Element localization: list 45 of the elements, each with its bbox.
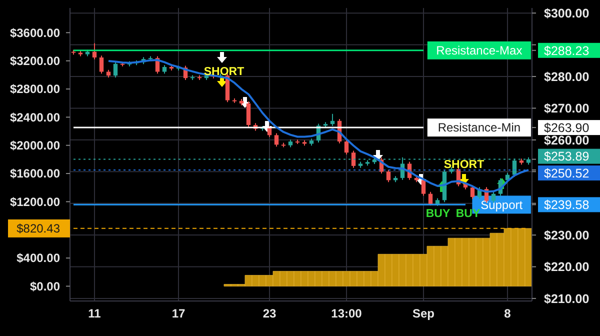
x-tick-label: 23: [262, 306, 276, 321]
x-tick-label: 13:00: [331, 306, 362, 321]
y2-tick-label: $820.43: [16, 222, 60, 236]
candlestick: [470, 185, 475, 200]
y2-tick-label: $1600.00: [10, 166, 60, 181]
y-tick-label: $288.23: [544, 44, 590, 58]
y2-tick-label: $400.00: [16, 251, 60, 266]
candlestick: [274, 132, 279, 148]
y2-tick-label: $2400.00: [10, 110, 60, 124]
y-tick-label: $210.00: [544, 292, 590, 306]
annotation: BUY: [456, 208, 480, 220]
y-tick-label: $270.00: [544, 102, 590, 116]
candlestick: [99, 55, 104, 74]
y2-tick-label: $2000.00: [10, 138, 60, 153]
candlestick: [386, 169, 391, 183]
candlestick: [246, 101, 251, 128]
candlestick: [344, 139, 349, 155]
x-tick-label: 8: [504, 306, 512, 321]
candlestick: [330, 113, 335, 126]
y2-tick-label: $3200.00: [10, 54, 60, 68]
y-tick-label: $280.00: [544, 70, 590, 84]
ref-line-label: Resistance-Min: [438, 120, 521, 135]
y-tick-label: $263.90: [544, 120, 590, 135]
y2-tick-label: $2800.00: [10, 82, 60, 96]
candlestick: [92, 42, 97, 60]
candlestick: [113, 61, 118, 78]
y-tick-label: $260.00: [544, 133, 590, 148]
y2-tick-label: $3600.00: [10, 26, 60, 40]
y-tick-label: $239.58: [544, 198, 590, 212]
candlestick: [351, 150, 356, 168]
y-tick-label: $220.00: [544, 260, 590, 274]
y-tick-label: $253.89: [544, 150, 590, 164]
annotation: SHORT: [204, 66, 244, 78]
y-tick-label: $250.52: [544, 166, 590, 180]
x-tick-label: 11: [88, 306, 102, 321]
x-tick-label: 17: [172, 306, 186, 321]
annotation: SHORT: [444, 159, 484, 172]
y2-tick-label: $1200.00: [10, 194, 60, 209]
y-tick-label: $300.00: [544, 6, 590, 20]
ref-line-label: Support: [480, 198, 524, 212]
ref-line-label: Resistance-Max: [436, 44, 522, 58]
y2-tick-label: $0.00: [30, 279, 60, 294]
annotation: BUY: [426, 208, 450, 220]
x-tick-label: Sep: [412, 306, 435, 321]
y-tick-label: $230.00: [544, 228, 590, 242]
